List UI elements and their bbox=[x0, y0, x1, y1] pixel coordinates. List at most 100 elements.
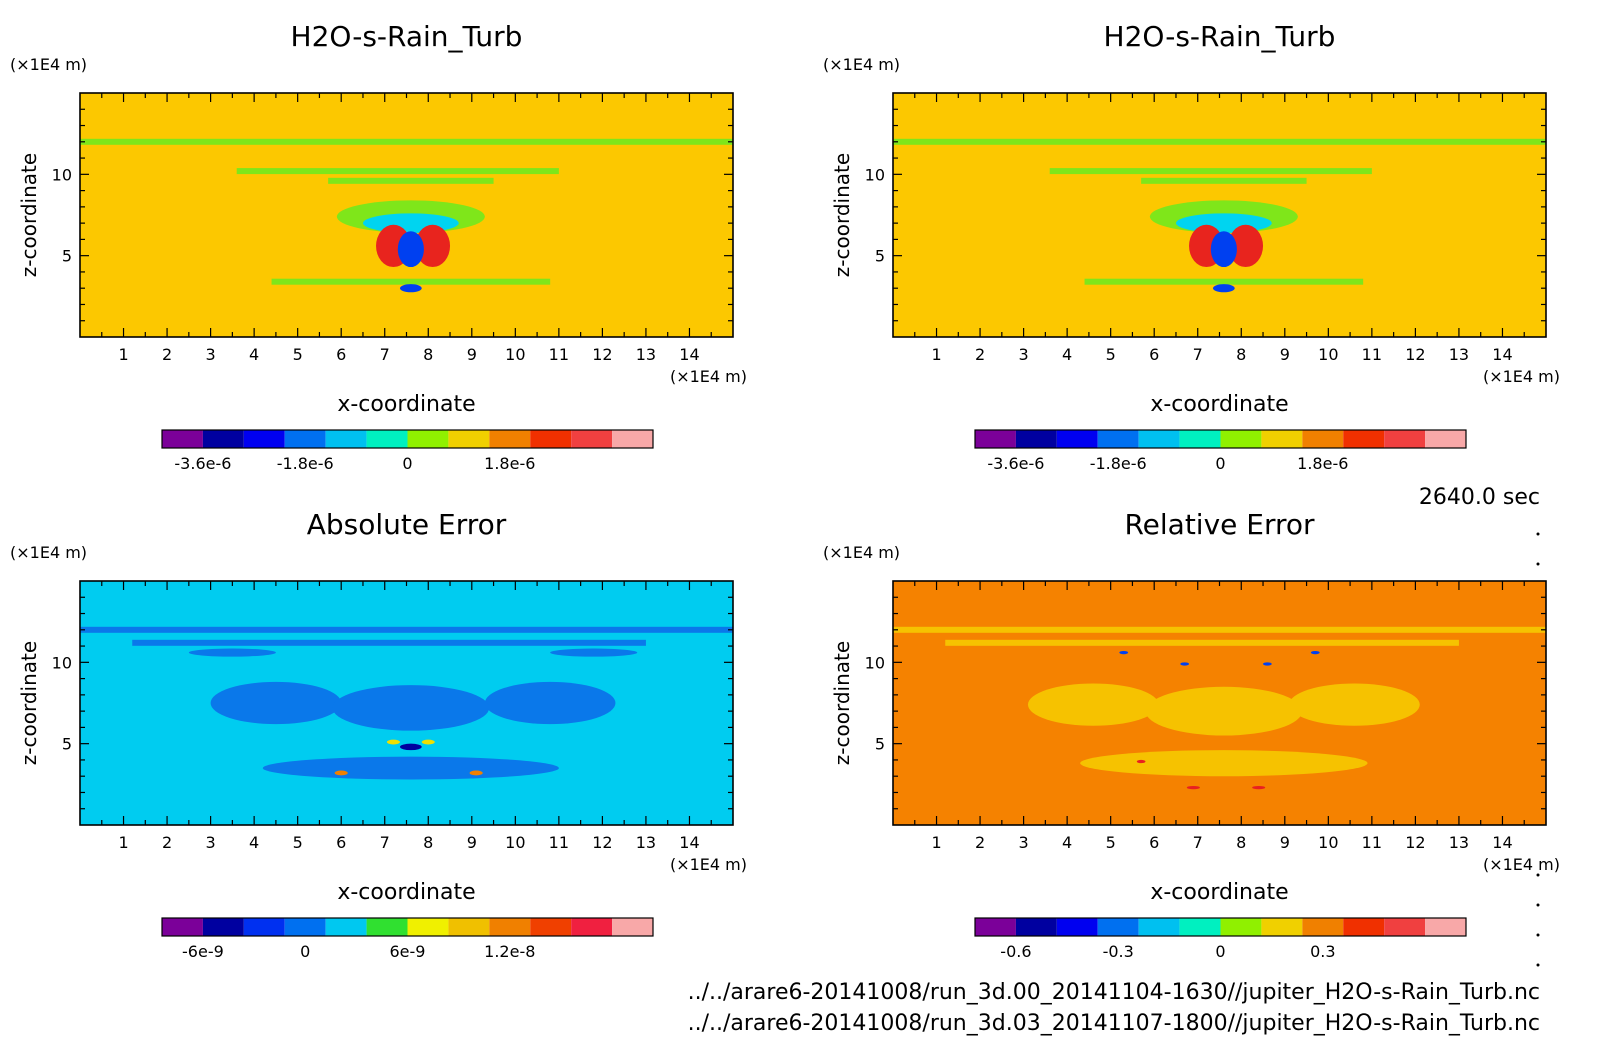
colorbar-swatch bbox=[1261, 918, 1303, 936]
chart-title: Relative Error bbox=[1124, 508, 1315, 541]
colorbar-swatch bbox=[1384, 430, 1426, 448]
contour-blob bbox=[469, 770, 483, 776]
x-tick-label: 1 bbox=[931, 833, 941, 852]
chart-title: Absolute Error bbox=[307, 508, 507, 541]
colorbar-tick-label: -1.8e-6 bbox=[277, 454, 334, 473]
colorbar-swatch bbox=[243, 918, 285, 936]
x-tick-label: 6 bbox=[336, 345, 346, 364]
colorbar-swatch bbox=[1384, 918, 1426, 936]
x-tick-label: 9 bbox=[467, 345, 477, 364]
colorbar-swatch bbox=[407, 918, 449, 936]
contour-blob bbox=[399, 743, 422, 751]
colorbar-swatch bbox=[1302, 918, 1344, 936]
colorbar-swatch bbox=[1097, 918, 1139, 936]
contour-blob bbox=[415, 224, 451, 268]
x-tick-label: 9 bbox=[1280, 345, 1290, 364]
contour-band bbox=[80, 138, 733, 145]
colorbar-tick-label: 0 bbox=[1215, 454, 1225, 473]
y-axis-label: z-coordinate bbox=[17, 641, 41, 765]
colorbar-swatch bbox=[1220, 918, 1262, 936]
x-tick-label: 7 bbox=[1193, 833, 1203, 852]
x-tick-label: 5 bbox=[1106, 833, 1116, 852]
x-tick-label: 12 bbox=[1405, 345, 1425, 364]
colorbar-swatch bbox=[448, 918, 490, 936]
colorbar-swatch bbox=[1179, 430, 1221, 448]
contour-blob bbox=[1080, 750, 1368, 777]
colorbar-swatch bbox=[407, 430, 449, 448]
contour-band bbox=[1141, 177, 1307, 184]
x-tick-label: 4 bbox=[1062, 345, 1072, 364]
x-tick-label: 1 bbox=[118, 345, 128, 364]
contour-blob bbox=[1289, 683, 1420, 726]
y-unit-label: (×1E4 m) bbox=[10, 543, 87, 562]
x-tick-label: 7 bbox=[1193, 345, 1203, 364]
contour-blob bbox=[188, 648, 276, 657]
colorbar-swatch bbox=[243, 430, 285, 448]
colorbar-swatch bbox=[366, 918, 408, 936]
x-tick-label: 5 bbox=[1106, 345, 1116, 364]
contour-blob bbox=[334, 770, 348, 776]
file-path-2: ../../arare6-20141008/run_3d.03_20141107… bbox=[688, 1011, 1540, 1036]
x-tick-label: 7 bbox=[380, 345, 390, 364]
x-tick-label: 14 bbox=[679, 833, 699, 852]
y-unit-label: (×1E4 m) bbox=[10, 55, 87, 74]
contour-blob bbox=[1228, 224, 1264, 268]
colorbar-swatch bbox=[530, 918, 572, 936]
x-tick-label: 12 bbox=[1405, 833, 1425, 852]
colorbar-swatch bbox=[1261, 430, 1303, 448]
y-unit-label: (×1E4 m) bbox=[823, 543, 900, 562]
colorbar-swatch bbox=[612, 918, 653, 936]
colorbar-swatch bbox=[1179, 918, 1221, 936]
y-axis-label: z-coordinate bbox=[17, 153, 41, 277]
x-unit-label: (×1E4 m) bbox=[670, 855, 747, 874]
colorbar-swatch bbox=[1015, 918, 1057, 936]
chart-title: H2O-s-Rain_Turb bbox=[1104, 20, 1336, 53]
colorbar-tick-label: -0.3 bbox=[1103, 942, 1134, 961]
colorbar-tick-label: 1.8e-6 bbox=[484, 454, 535, 473]
colorbar-tick-label: 0.3 bbox=[1310, 942, 1335, 961]
contour-band bbox=[1049, 168, 1372, 175]
colorbar-swatch bbox=[202, 430, 244, 448]
contour-blob bbox=[1252, 785, 1266, 790]
colorbar-tick-label: 6e-9 bbox=[390, 942, 426, 961]
x-tick-label: 2 bbox=[162, 345, 172, 364]
chart-panel-3: Absolute Error(×1E4 m)1 2 3 4 5 6 7 8 9 10 11 12 13 1… bbox=[10, 508, 747, 961]
colorbar-tick-label: 0 bbox=[300, 942, 310, 961]
x-tick-label: 11 bbox=[549, 345, 569, 364]
x-axis-label: x-coordinate bbox=[1150, 880, 1288, 905]
plot-area bbox=[80, 581, 733, 825]
contour-band bbox=[80, 626, 733, 633]
colorbar-swatch bbox=[284, 430, 326, 448]
colorbar-tick-label: -1.8e-6 bbox=[1090, 454, 1147, 473]
contour-blob bbox=[1186, 785, 1200, 790]
x-tick-label: 2 bbox=[975, 345, 985, 364]
contour-blob bbox=[484, 681, 616, 725]
x-tick-label: 14 bbox=[679, 345, 699, 364]
colorbar-swatch bbox=[162, 918, 203, 936]
contour-band bbox=[271, 278, 551, 285]
colorbar-swatch bbox=[1056, 918, 1098, 936]
x-tick-label: 11 bbox=[1362, 833, 1382, 852]
x-tick-label: 10 bbox=[1318, 345, 1338, 364]
y-unit-label: (×1E4 m) bbox=[823, 55, 900, 74]
colorbar-swatch bbox=[202, 918, 244, 936]
contour-blob bbox=[1310, 650, 1320, 655]
x-unit-label: (×1E4 m) bbox=[670, 367, 747, 386]
file-path-1: ../../arare6-20141008/run_3d.00_20141104… bbox=[688, 980, 1540, 1005]
x-axis-label: x-coordinate bbox=[337, 880, 475, 905]
contour-band bbox=[893, 138, 1546, 145]
colorbar-swatch bbox=[975, 918, 1016, 936]
contour-blob bbox=[1145, 686, 1303, 736]
contour-blob bbox=[362, 213, 459, 233]
chart-panel-4: Relative Error(×1E4 m)1 2 3 4 5 6 7 8 9 10 11 12 13 1… bbox=[823, 508, 1560, 961]
colorbar-swatch bbox=[1138, 430, 1180, 448]
contour-blob bbox=[1180, 662, 1190, 666]
contour-blob bbox=[550, 648, 638, 657]
x-tick-label: 3 bbox=[1019, 345, 1029, 364]
plot-area bbox=[893, 581, 1546, 825]
contour-blob bbox=[1027, 683, 1159, 726]
contour-blob bbox=[1212, 284, 1235, 293]
x-tick-label: 13 bbox=[636, 833, 656, 852]
x-tick-label: 8 bbox=[1236, 833, 1246, 852]
